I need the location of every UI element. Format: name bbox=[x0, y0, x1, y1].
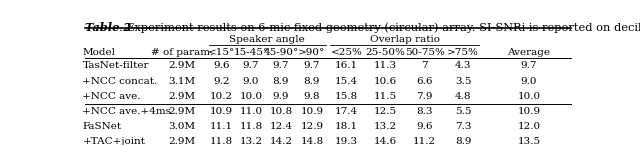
Text: 15.4: 15.4 bbox=[335, 77, 358, 86]
Text: 10.9: 10.9 bbox=[300, 107, 323, 116]
Text: 7: 7 bbox=[421, 61, 428, 70]
Text: 15.8: 15.8 bbox=[335, 92, 358, 101]
Text: 11.3: 11.3 bbox=[374, 61, 397, 70]
Text: 6.6: 6.6 bbox=[417, 77, 433, 86]
Text: 8.9: 8.9 bbox=[303, 77, 320, 86]
Text: 25-50%: 25-50% bbox=[365, 48, 405, 57]
Text: 5.5: 5.5 bbox=[455, 107, 472, 116]
Text: 4.8: 4.8 bbox=[455, 92, 472, 101]
Text: Overlap ratio: Overlap ratio bbox=[370, 35, 440, 44]
Text: 10.0: 10.0 bbox=[517, 92, 540, 101]
Text: 12.9: 12.9 bbox=[300, 122, 323, 131]
Text: 11.5: 11.5 bbox=[374, 92, 397, 101]
Text: . Experiment results on 6-mic fixed geometry (circular) array. SI-SNRi is report: . Experiment results on 6-mic fixed geom… bbox=[118, 22, 640, 33]
Text: 12.4: 12.4 bbox=[269, 122, 292, 131]
Text: 13.5: 13.5 bbox=[517, 137, 540, 145]
Text: +NCC ave.+4ms: +NCC ave.+4ms bbox=[83, 107, 172, 116]
Text: 7.9: 7.9 bbox=[417, 92, 433, 101]
Text: Table 2: Table 2 bbox=[85, 22, 131, 33]
Text: 14.6: 14.6 bbox=[374, 137, 397, 145]
Text: +NCC ave.: +NCC ave. bbox=[83, 92, 141, 101]
Text: 2.9M: 2.9M bbox=[168, 61, 195, 70]
Text: +NCC concat.: +NCC concat. bbox=[83, 77, 157, 86]
Text: 10.2: 10.2 bbox=[210, 92, 233, 101]
Text: 4.3: 4.3 bbox=[455, 61, 472, 70]
Text: 8.9: 8.9 bbox=[455, 137, 472, 145]
Text: 10.6: 10.6 bbox=[374, 77, 397, 86]
Text: 17.4: 17.4 bbox=[335, 107, 358, 116]
Text: 2.9M: 2.9M bbox=[168, 137, 195, 145]
Text: 3.5: 3.5 bbox=[455, 77, 472, 86]
Text: 13.2: 13.2 bbox=[374, 122, 397, 131]
Text: 11.2: 11.2 bbox=[413, 137, 436, 145]
Text: 9.0: 9.0 bbox=[520, 77, 537, 86]
Text: 9.2: 9.2 bbox=[213, 77, 230, 86]
Text: 10.8: 10.8 bbox=[269, 107, 292, 116]
Text: 19.3: 19.3 bbox=[335, 137, 358, 145]
Text: 9.7: 9.7 bbox=[273, 61, 289, 70]
Text: 9.9: 9.9 bbox=[273, 92, 289, 101]
Text: 18.1: 18.1 bbox=[335, 122, 358, 131]
Text: +TAC+joint: +TAC+joint bbox=[83, 137, 145, 145]
Text: 45-90°: 45-90° bbox=[263, 48, 298, 57]
Text: 11.0: 11.0 bbox=[239, 107, 262, 116]
Text: 16.1: 16.1 bbox=[335, 61, 358, 70]
Text: Average: Average bbox=[508, 48, 550, 57]
Text: 11.8: 11.8 bbox=[239, 122, 262, 131]
Text: 8.3: 8.3 bbox=[417, 107, 433, 116]
Text: 3.1M: 3.1M bbox=[168, 77, 195, 86]
Text: 14.8: 14.8 bbox=[300, 137, 323, 145]
Text: 9.7: 9.7 bbox=[243, 61, 259, 70]
Text: Speaker angle: Speaker angle bbox=[229, 35, 305, 44]
Text: 10.0: 10.0 bbox=[239, 92, 262, 101]
Text: 9.8: 9.8 bbox=[303, 92, 320, 101]
Text: 9.7: 9.7 bbox=[520, 61, 537, 70]
Text: <25%: <25% bbox=[331, 48, 362, 57]
Text: 12.0: 12.0 bbox=[517, 122, 540, 131]
Text: Model: Model bbox=[83, 48, 115, 57]
Text: 7.3: 7.3 bbox=[455, 122, 472, 131]
Text: 12.5: 12.5 bbox=[374, 107, 397, 116]
Text: 13.2: 13.2 bbox=[239, 137, 262, 145]
Text: 3.0M: 3.0M bbox=[168, 122, 195, 131]
Text: FaSNet: FaSNet bbox=[83, 122, 122, 131]
Text: >75%: >75% bbox=[447, 48, 479, 57]
Text: 9.6: 9.6 bbox=[213, 61, 230, 70]
Text: 50-75%: 50-75% bbox=[404, 48, 445, 57]
Text: 10.9: 10.9 bbox=[210, 107, 233, 116]
Text: 9.7: 9.7 bbox=[303, 61, 320, 70]
Text: 9.6: 9.6 bbox=[417, 122, 433, 131]
Text: 11.8: 11.8 bbox=[210, 137, 233, 145]
Text: 11.1: 11.1 bbox=[210, 122, 233, 131]
Text: TasNet-filter: TasNet-filter bbox=[83, 61, 149, 70]
Text: 8.9: 8.9 bbox=[273, 77, 289, 86]
Text: >90°: >90° bbox=[298, 48, 326, 57]
Text: 15-45°: 15-45° bbox=[234, 48, 269, 57]
Text: 2.9M: 2.9M bbox=[168, 92, 195, 101]
Text: 14.2: 14.2 bbox=[269, 137, 292, 145]
Text: <15°: <15° bbox=[208, 48, 235, 57]
Text: 9.0: 9.0 bbox=[243, 77, 259, 86]
Text: 2.9M: 2.9M bbox=[168, 107, 195, 116]
Text: 10.9: 10.9 bbox=[517, 107, 540, 116]
Text: # of param.: # of param. bbox=[150, 48, 213, 57]
